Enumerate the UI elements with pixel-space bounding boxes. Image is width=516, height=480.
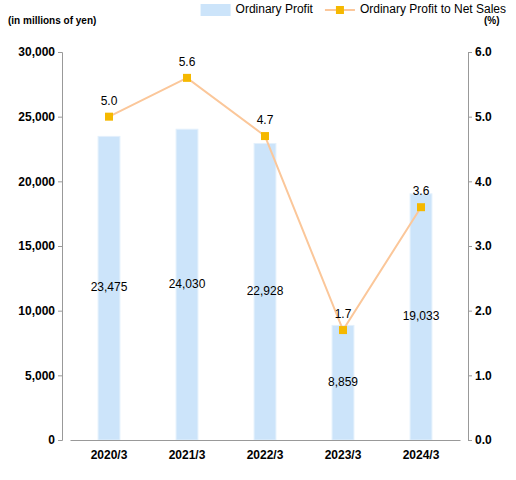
plot: 0 5,000 10,000 15,000 20,000 25,000 30,000 0.0 1…	[18, 45, 492, 461]
data-label: 1.7	[335, 307, 352, 321]
chart: 0 5,000 10,000 15,000 20,000 25,000 30,000 0.0 1…	[0, 0, 516, 480]
y2-axis-title: (%)	[484, 15, 500, 26]
tick: 0	[48, 433, 62, 447]
legend-label: Ordinary Profit to Net Sales	[360, 2, 506, 16]
tick-label: 2023/3	[325, 448, 362, 462]
tick-mark	[58, 375, 62, 376]
tick-label: 3.0	[475, 239, 492, 253]
legend-swatch	[201, 4, 231, 16]
tick: 2020/3	[91, 440, 128, 462]
tick: 2022/3	[247, 440, 284, 462]
tick-mark	[58, 311, 62, 312]
x-axis-line	[71, 440, 461, 441]
tick-label: 2022/3	[247, 448, 284, 462]
tick: 5.0	[468, 110, 492, 124]
tick-label: 2024/3	[403, 448, 440, 462]
data-label: 3.6	[413, 184, 430, 198]
data-label: 5.0	[101, 94, 118, 108]
data-label: 23,475	[91, 280, 128, 294]
tick: 25,000	[18, 110, 62, 124]
tick: 30,000	[18, 45, 62, 59]
tick-mark	[468, 311, 472, 312]
tick-label: 0	[48, 433, 55, 447]
tick-label: 2021/3	[169, 448, 206, 462]
tick: 3.0	[468, 239, 492, 253]
legend-marker	[336, 6, 344, 14]
tick-label: 5.0	[475, 110, 492, 124]
y-axis: 0 5,000 10,000 15,000 20,000 25,000 30,000	[18, 45, 62, 447]
tick: 20,000	[18, 175, 62, 189]
y-axis-line	[58, 53, 63, 441]
data-label: 24,030	[169, 277, 206, 291]
tick-mark	[58, 440, 62, 441]
tick-mark	[58, 246, 62, 247]
tick: 15,000	[18, 239, 62, 253]
tick-label: 6.0	[475, 45, 492, 59]
data-label: 4.7	[257, 113, 274, 127]
y2-axis-line	[469, 53, 473, 441]
y2-axis: 0.0 1.0 2.0 3.0 4.0 5.0 6.0	[468, 45, 492, 447]
y-axis-title: (in millions of yen)	[8, 15, 96, 26]
tick-label: 2020/3	[91, 448, 128, 462]
tick-mark	[468, 52, 472, 53]
tick: 5,000	[25, 369, 62, 383]
tick-label: 4.0	[475, 175, 492, 189]
marker	[261, 132, 269, 140]
tick-mark	[468, 181, 472, 182]
data-labels: 23,475 24,030 22,928 8,859 19,033 5.0 5.6 4.7 1.…	[91, 55, 440, 389]
tick-mark	[468, 246, 472, 247]
data-label: 19,033	[403, 309, 440, 323]
tick-label: 10,000	[18, 304, 55, 318]
legend: Ordinary Profit Ordinary Profit to Net Sa…	[201, 2, 506, 16]
tick-label: 25,000	[18, 110, 55, 124]
x-axis: 2020/3 2021/3 2022/3 2023/3 2024/3	[71, 440, 461, 462]
legend-label: Ordinary Profit	[236, 2, 314, 16]
tick-mark	[468, 440, 472, 441]
tick-label: 15,000	[18, 239, 55, 253]
tick-label: 1.0	[475, 369, 492, 383]
marker	[183, 74, 191, 82]
tick-mark	[468, 375, 472, 376]
marker	[105, 113, 113, 121]
marker	[339, 326, 347, 334]
tick-mark	[58, 117, 62, 118]
tick: 2024/3	[403, 440, 440, 462]
data-label: 8,859	[328, 375, 358, 389]
tick: 0.0	[468, 433, 492, 447]
tick-mark	[58, 181, 62, 182]
legend-item: Ordinary Profit to Net Sales	[325, 2, 506, 16]
tick: 6.0	[468, 45, 492, 59]
line	[109, 78, 421, 330]
marks	[98, 74, 432, 440]
legend-item: Ordinary Profit	[201, 2, 314, 16]
tick: 4.0	[468, 175, 492, 189]
tick: 2.0	[468, 304, 492, 318]
tick-label: 5,000	[25, 369, 55, 383]
data-label: 22,928	[247, 284, 284, 298]
tick: 2023/3	[325, 440, 362, 462]
tick-label: 20,000	[18, 175, 55, 189]
tick: 10,000	[18, 304, 62, 318]
tick: 2021/3	[169, 440, 206, 462]
tick-label: 2.0	[475, 304, 492, 318]
tick: 1.0	[468, 369, 492, 383]
data-label: 5.6	[179, 55, 196, 69]
tick-mark	[58, 52, 62, 53]
tick-label: 0.0	[475, 433, 492, 447]
marker	[417, 203, 425, 211]
tick-mark	[468, 117, 472, 118]
tick-label: 30,000	[18, 45, 55, 59]
